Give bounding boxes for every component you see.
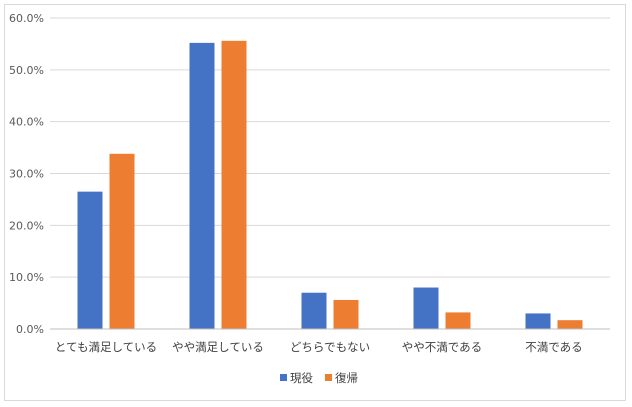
y-tick-label: 0.0% xyxy=(16,323,44,336)
x-category-label: やや満足している xyxy=(172,340,264,354)
legend-swatch xyxy=(325,374,332,381)
x-category-label: どちらでもない xyxy=(290,340,370,354)
y-tick-label: 10.0% xyxy=(9,271,44,284)
bar-series-2 xyxy=(557,320,583,329)
bar-series-1 xyxy=(77,191,103,329)
y-tick-label: 50.0% xyxy=(9,64,44,77)
y-tick-label: 60.0% xyxy=(9,12,44,25)
x-category-label: やや不満である xyxy=(402,340,482,354)
bar-series-2 xyxy=(221,40,247,329)
bar-series-2 xyxy=(109,153,135,329)
y-tick-label: 20.0% xyxy=(9,219,44,232)
bar-series-1 xyxy=(413,287,439,329)
bars xyxy=(77,40,583,329)
bar-series-2 xyxy=(333,299,359,329)
legend: 現役 復帰 xyxy=(280,371,358,385)
legend-swatch xyxy=(280,374,287,381)
bar-series-1 xyxy=(301,292,327,329)
gridlines xyxy=(50,17,610,278)
bar-series-1 xyxy=(189,42,215,329)
y-tick-label: 40.0% xyxy=(9,116,44,129)
legend-label: 現役 xyxy=(290,371,313,385)
x-category-label: とても満足している xyxy=(55,340,157,354)
x-axis-categories: とても満足している やや満足している どちらでもない やや不満である 不満である xyxy=(55,340,583,354)
bar-series-2 xyxy=(445,312,471,329)
y-axis-ticks: 0.0% 10.0% 20.0% 30.0% 40.0% 50.0% 60.0% xyxy=(9,12,44,336)
bar-series-1 xyxy=(525,313,551,329)
legend-label: 復帰 xyxy=(335,371,358,385)
y-tick-label: 30.0% xyxy=(9,168,44,181)
x-category-label: 不満である xyxy=(525,340,582,354)
